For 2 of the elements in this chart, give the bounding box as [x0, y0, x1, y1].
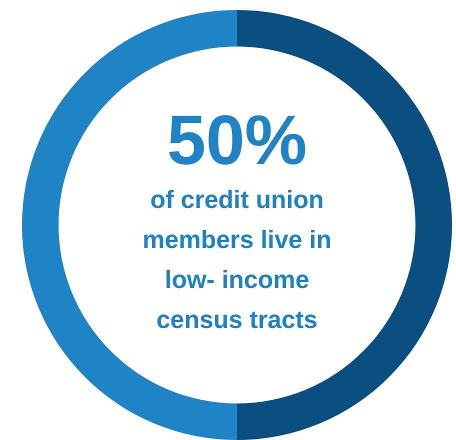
text: of credit union members live in low- income census tracts [142, 185, 332, 336]
text: 50% [166, 100, 308, 180]
